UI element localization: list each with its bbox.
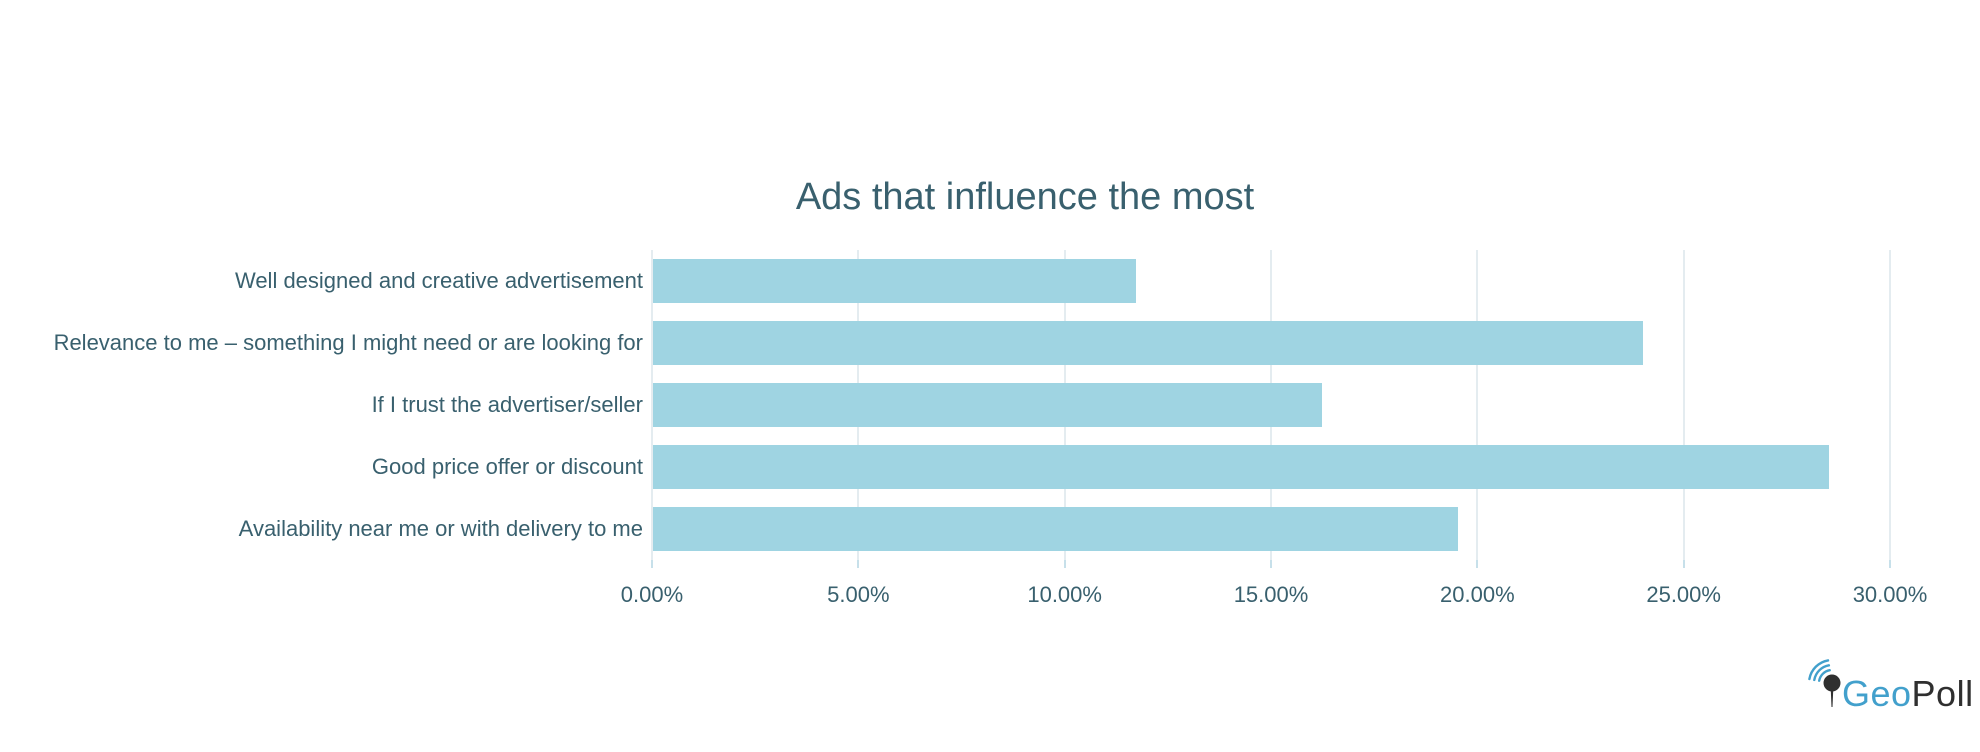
bar [653,507,1458,551]
category-label: Relevance to me – something I might need… [53,330,643,355]
chart-title: Ads that influence the most [795,176,1255,218]
bar [653,383,1322,427]
x-axis-tick-label: 30.00% [1852,582,1928,607]
category-label: If I trust the advertiser/seller [371,392,643,417]
logo-text-poll: Poll [1911,673,1974,714]
x-axis-tick-label: 0.00% [620,582,684,607]
x-axis-tick-label: 15.00% [1233,582,1309,607]
bar [653,445,1830,489]
x-axis-tick-label: 5.00% [827,582,890,607]
x-axis-tick-label: 20.00% [1440,582,1515,607]
x-axis-tick-label: 10.00% [1027,582,1102,607]
gridline [1682,250,1685,568]
gridline [1476,250,1479,568]
map-pin-signal-icon [1808,659,1841,707]
bar [653,259,1136,303]
logo-text-geo: Geo [1842,673,1912,714]
category-label: Availability near me or with delivery to… [238,516,643,541]
geopoll-logo: GeoPoll [1806,655,1980,715]
x-axis-tick-label: 25.00% [1646,582,1721,607]
gridline [1889,250,1891,568]
bar [653,321,1644,365]
gridline [651,250,653,568]
category-label: Good price offer or discount [371,454,643,479]
plot-area [651,250,1891,568]
category-label: Well designed and creative advertisement [234,268,643,293]
